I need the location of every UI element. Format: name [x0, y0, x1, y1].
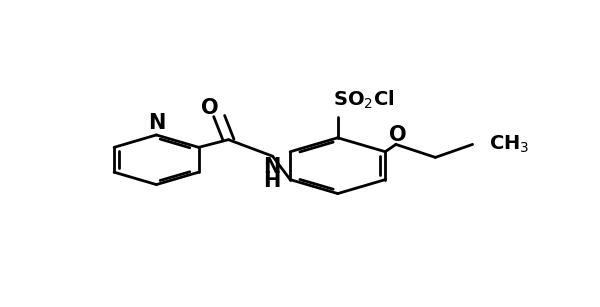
Text: N: N	[263, 157, 280, 177]
Text: N: N	[148, 113, 165, 133]
Text: H: H	[263, 171, 280, 191]
Text: O: O	[389, 125, 407, 145]
Text: CH$_3$: CH$_3$	[489, 134, 529, 155]
Text: O: O	[201, 98, 218, 118]
Text: SO$_2$Cl: SO$_2$Cl	[333, 88, 394, 111]
